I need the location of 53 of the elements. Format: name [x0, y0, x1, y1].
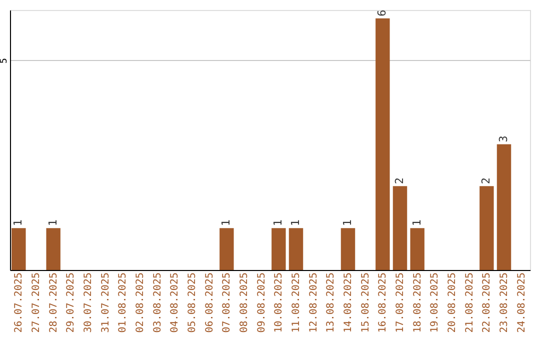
bar — [376, 18, 390, 270]
data-label: 1 — [410, 219, 424, 226]
x-tick-label: 02.08.2025 — [135, 272, 146, 333]
x-tick-label: 09.08.2025 — [256, 272, 268, 333]
x-tick-label: 30.07.2025 — [83, 272, 94, 333]
data-label: 1 — [220, 219, 233, 226]
x-tick-label: 01.08.2025 — [118, 272, 129, 333]
data-label: 6 — [376, 10, 389, 16]
data-label: 1 — [341, 219, 354, 226]
data-label: 1 — [12, 219, 25, 226]
x-tick-label: 04.08.2025 — [170, 272, 181, 333]
x-tick-label: 23.08.2025 — [499, 272, 510, 333]
bar — [480, 186, 494, 270]
x-tick-label: 18.08.2025 — [412, 272, 424, 333]
x-tick-label: 07.08.2025 — [222, 272, 233, 333]
x-tick-label: 29.07.2025 — [66, 272, 77, 333]
data-label: 1 — [272, 219, 285, 226]
bar — [392, 186, 408, 270]
x-tick-label: 06.08.2025 — [204, 272, 216, 333]
data-label: 2 — [393, 178, 406, 184]
data-label: 1 — [46, 219, 60, 226]
y-tick-label: 5 — [0, 58, 10, 64]
x-tick-label: 05.08.2025 — [187, 272, 198, 333]
x-tick-label: 15.08.2025 — [360, 272, 372, 333]
x-tick-label: 11.08.2025 — [291, 272, 302, 333]
x-tick-label: 13.08.2025 — [326, 272, 337, 333]
bar — [340, 228, 356, 270]
bar — [272, 228, 286, 270]
x-tick-label: 14.08.2025 — [343, 272, 354, 333]
x-tick-label: 31.07.2025 — [100, 272, 112, 333]
x-tick-label: 19.08.2025 — [430, 272, 441, 333]
bar — [46, 228, 60, 270]
x-tick-label: 12.08.2025 — [308, 272, 320, 333]
x-tick-label: 03.08.2025 — [152, 272, 164, 333]
x-tick-label: 16.08.2025 — [378, 272, 389, 333]
x-tick-label: 21.08.2025 — [464, 272, 476, 333]
x-tick-label: 08.08.2025 — [239, 272, 250, 333]
x-tick-label: 22.08.2025 — [482, 272, 493, 333]
x-tick-label: 28.07.2025 — [48, 272, 60, 333]
bar — [496, 144, 512, 270]
data-label: 1 — [289, 219, 302, 226]
x-tick-label: 17.08.2025 — [395, 272, 406, 333]
bar — [12, 228, 26, 270]
x-tick-label: 10.08.2025 — [274, 272, 285, 333]
bar — [288, 228, 304, 270]
x-tick-label: 27.07.2025 — [31, 272, 42, 333]
bar — [410, 228, 424, 270]
data-label: 3 — [497, 136, 510, 142]
data-label: 2 — [480, 178, 493, 184]
bar — [220, 228, 234, 270]
x-tick-label: 26.07.2025 — [14, 272, 25, 333]
x-tick-label: 24.08.2025 — [516, 272, 528, 333]
x-tick-label: 20.08.2025 — [447, 272, 458, 333]
